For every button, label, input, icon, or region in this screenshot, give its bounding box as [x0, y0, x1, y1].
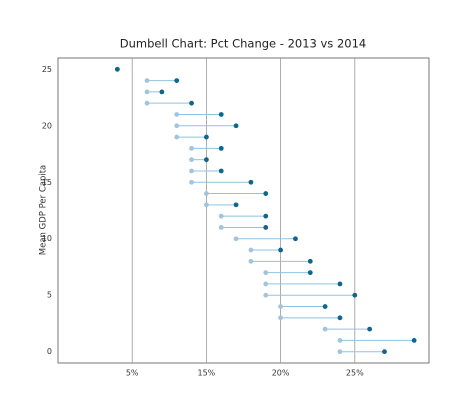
point — [189, 145, 194, 151]
point — [278, 247, 283, 253]
point — [189, 179, 194, 185]
point — [174, 78, 180, 83]
point — [233, 123, 239, 129]
point — [159, 89, 165, 95]
point — [189, 168, 194, 174]
point — [263, 225, 269, 230]
point — [218, 112, 224, 117]
point — [204, 191, 209, 196]
point — [204, 157, 209, 163]
chart-title: Dumbell Chart: Pct Change - 2013 vs 2014 — [120, 37, 366, 51]
y-tick-label: 15 — [42, 178, 52, 187]
point — [322, 304, 328, 309]
y-axis-label: Mean GDP Per Capita — [39, 165, 49, 256]
y-tick-label: 0 — [47, 347, 52, 356]
plot-frame — [57, 57, 430, 364]
point — [352, 292, 358, 298]
x-tick-label: 15% — [198, 369, 216, 378]
point — [307, 270, 313, 276]
x-tick-label: 5% — [126, 369, 139, 378]
point — [144, 89, 150, 95]
point — [278, 315, 283, 321]
point — [307, 258, 313, 264]
point — [204, 202, 209, 208]
point — [114, 66, 120, 72]
x-tick-label: 20% — [272, 369, 290, 378]
y-tick-label: 10 — [42, 234, 52, 243]
point — [174, 112, 180, 117]
point — [248, 258, 254, 264]
point — [233, 202, 239, 208]
point — [233, 236, 239, 242]
y-tick-label: 20 — [42, 121, 52, 130]
point — [189, 157, 194, 163]
point — [263, 270, 269, 276]
point — [204, 134, 209, 140]
point — [367, 326, 373, 332]
point — [411, 338, 417, 343]
point — [144, 78, 150, 83]
point — [218, 213, 224, 219]
point — [144, 100, 150, 106]
point — [337, 315, 343, 321]
point — [218, 225, 224, 230]
point — [174, 123, 180, 129]
x-tick-label: 25% — [346, 369, 364, 378]
point — [248, 179, 254, 185]
point — [248, 247, 254, 253]
point — [337, 349, 343, 355]
point — [218, 168, 224, 174]
point — [263, 213, 269, 219]
point — [263, 191, 269, 196]
point — [337, 281, 343, 287]
point — [382, 349, 387, 355]
point — [322, 326, 328, 332]
point — [263, 292, 269, 298]
point — [278, 304, 283, 309]
point — [293, 236, 298, 242]
point — [263, 281, 269, 287]
y-tick-label: 5 — [47, 291, 52, 300]
point — [189, 100, 194, 106]
point — [218, 145, 224, 151]
point — [337, 338, 343, 343]
y-tick-label: 25 — [42, 65, 52, 74]
point — [174, 134, 180, 140]
